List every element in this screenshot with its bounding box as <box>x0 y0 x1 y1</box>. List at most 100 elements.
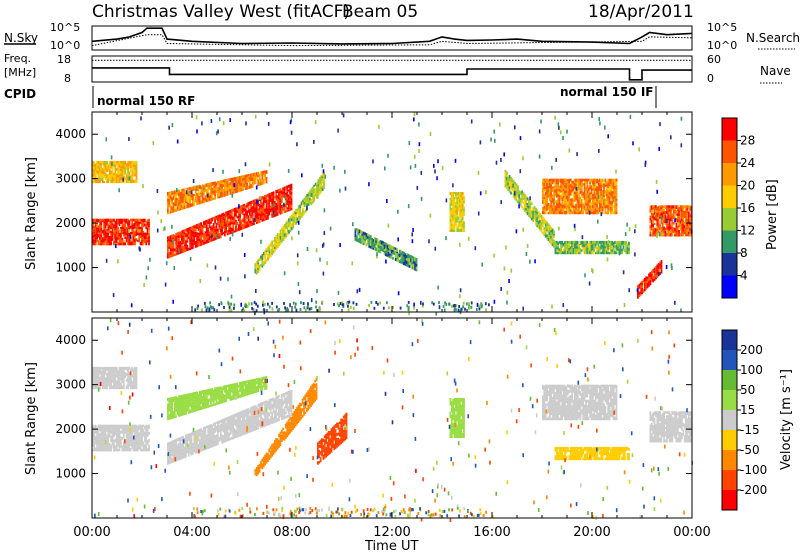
heatmap-cell <box>187 230 190 235</box>
heatmap-cell <box>562 200 565 205</box>
heatmap-cell <box>314 187 317 191</box>
heatmap-cell <box>221 186 223 189</box>
heatmap-cell <box>371 244 373 248</box>
heatmap-cell <box>110 235 112 239</box>
heatmap-cell <box>205 224 208 227</box>
heatmap-cell <box>206 263 209 268</box>
heatmap-cell <box>288 224 290 227</box>
heatmap-cell <box>290 183 293 188</box>
heatmap-cell <box>250 211 253 215</box>
heatmap-cell <box>171 209 173 213</box>
heatmap-cell <box>217 186 219 189</box>
heatmap-cell <box>175 246 178 250</box>
heatmap-cell <box>587 250 590 255</box>
heatmap-cell <box>569 183 572 187</box>
heatmap-cell <box>649 215 652 218</box>
heatmap-cell <box>597 245 600 248</box>
heatmap-cell <box>261 265 264 268</box>
heatmap-cell <box>239 208 241 212</box>
heatmap-cell <box>257 259 260 263</box>
heatmap-cell <box>539 219 541 223</box>
heatmap-cell <box>659 262 661 266</box>
heatmap-cell <box>239 186 241 189</box>
heatmap-cell <box>286 185 289 188</box>
heatmap-cell <box>597 188 600 192</box>
heatmap-cell <box>598 117 600 121</box>
heatmap-cell <box>138 232 141 236</box>
heatmap-cell <box>648 283 650 287</box>
heatmap-cell <box>667 213 670 218</box>
heatmap-cell <box>115 380 118 384</box>
heatmap-cell <box>219 217 222 220</box>
heatmap-cell <box>575 206 578 209</box>
heatmap-cell <box>190 227 193 230</box>
heatmap-cell <box>179 245 182 249</box>
heatmap-cell <box>456 195 459 198</box>
heatmap-cell <box>104 424 107 428</box>
heatmap-cell <box>528 203 530 206</box>
heatmap-cell <box>598 206 601 209</box>
heatmap-cell <box>276 236 279 239</box>
heatmap-cell <box>214 187 216 191</box>
heatmap-cell <box>193 193 196 197</box>
heatmap-cell <box>666 232 668 237</box>
heatmap-cell <box>265 210 268 214</box>
heatmap-cell <box>122 240 125 243</box>
heatmap-cell <box>182 190 185 194</box>
heatmap-cell <box>135 218 138 222</box>
heatmap-cell <box>134 378 136 383</box>
heatmap-cell <box>578 199 580 202</box>
heatmap-cell <box>121 367 124 371</box>
cpid-label: CPID <box>4 87 36 101</box>
heatmap-cell <box>294 302 297 306</box>
heatmap-cell <box>689 222 692 226</box>
heatmap-cell <box>121 174 124 177</box>
heatmap-cell <box>280 197 283 201</box>
heatmap-cell <box>115 173 118 176</box>
heatmap-cell <box>607 190 610 193</box>
heatmap-cell <box>201 189 204 192</box>
heatmap-cell <box>463 211 465 214</box>
heatmap-cell <box>474 246 477 251</box>
heatmap-cell <box>268 305 271 309</box>
heatmap-cell <box>550 184 553 188</box>
heatmap-cell <box>569 193 572 196</box>
heatmap-cell <box>100 239 103 243</box>
heatmap-cell <box>380 240 383 245</box>
heatmap-cell <box>547 189 550 193</box>
heatmap-cell <box>187 205 190 208</box>
heatmap-cell <box>226 233 229 236</box>
heatmap-cell <box>562 303 565 308</box>
heatmap-cell <box>104 444 107 448</box>
heatmap-cell <box>197 232 200 236</box>
heatmap-cell <box>172 208 175 213</box>
heatmap-cell <box>585 211 587 215</box>
heatmap-cell <box>678 207 681 211</box>
freq-tick-bottom: 8 <box>64 72 71 85</box>
heatmap-cell <box>118 236 121 240</box>
heatmap-cell <box>278 243 281 247</box>
heatmap-cell <box>125 178 128 181</box>
heatmap-cell <box>180 199 183 203</box>
heatmap-cell <box>183 246 186 250</box>
heatmap-cell <box>666 216 668 220</box>
heatmap-cell <box>111 424 114 427</box>
heatmap-cell <box>466 302 468 306</box>
heatmap-cell <box>558 205 561 209</box>
heatmap-cell <box>122 218 125 223</box>
heatmap-cell <box>108 375 111 379</box>
heatmap-cell <box>92 238 94 241</box>
heatmap-cell <box>167 198 169 202</box>
heatmap-cell <box>189 196 191 200</box>
heatmap-cell <box>401 251 404 255</box>
heatmap-cell <box>214 237 216 241</box>
heatmap-cell <box>211 190 214 195</box>
heatmap-cell <box>221 216 223 220</box>
heatmap-cell <box>567 190 569 193</box>
heatmap-cell <box>463 208 465 212</box>
heatmap-cell <box>533 208 536 211</box>
heatmap-cell <box>132 375 135 379</box>
heatmap-cell <box>661 210 664 213</box>
heatmap-cell <box>681 221 683 224</box>
